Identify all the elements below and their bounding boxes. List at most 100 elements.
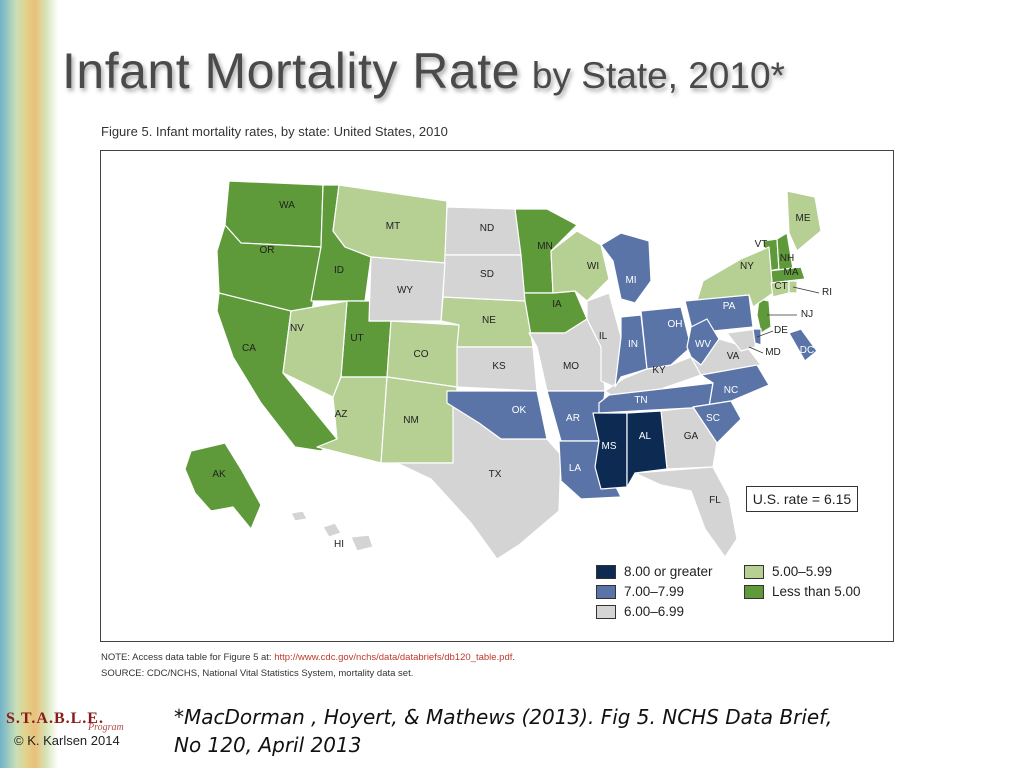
map-legend: 8.00 or greater 7.00–7.99 6.00–6.99 5.00…: [596, 564, 886, 626]
citation: *MacDorman , Hoyert, & Mathews (2013). F…: [174, 703, 974, 759]
legend-label: 8.00 or greater: [624, 564, 713, 579]
stable-logo: S.T.A.B.L.E. Program © K. Karlsen 2014: [6, 710, 136, 748]
legend-swatch: [596, 564, 616, 579]
state-label-co: CO: [414, 349, 429, 360]
legend-item-8plus: 8.00 or greater: [596, 564, 713, 579]
legend-item-7: 7.00–7.99: [596, 584, 684, 599]
legend-item-lt5: Less than 5.00: [744, 584, 861, 599]
state-ak: [184, 442, 262, 530]
state-label-la: LA: [569, 463, 582, 474]
logo-tag: Program: [88, 722, 124, 733]
legend-swatch: [744, 564, 764, 579]
state-label-mt: MT: [386, 221, 400, 232]
state-label-nm: NM: [403, 415, 419, 426]
state-wi: [550, 230, 610, 302]
state-label-mi: MI: [625, 275, 636, 286]
state-label-ma: MA: [784, 267, 799, 278]
legend-item-5: 5.00–5.99: [744, 564, 832, 579]
state-md: [726, 328, 758, 352]
state-al: [626, 410, 668, 488]
slide-title-main: Infant Mortality Rate: [62, 43, 520, 99]
state-wv: [686, 318, 720, 366]
figure-source: SOURCE: CDC/NCHS, National Vital Statist…: [101, 668, 414, 679]
legend-label: 7.00–7.99: [624, 584, 685, 599]
state-label-wy: WY: [397, 285, 413, 296]
state-nh: [776, 232, 794, 272]
state-wa: [224, 180, 324, 248]
state-label-va: VA: [727, 351, 740, 362]
note-suffix: .: [512, 652, 516, 663]
state-label-wa: WA: [279, 200, 295, 211]
state-label-tx: TX: [489, 469, 502, 480]
state-label-hi: HI: [334, 539, 344, 550]
legend-label: 6.00–6.99: [624, 604, 685, 619]
state-label-ar: AR: [566, 413, 580, 424]
state-label-mn: MN: [537, 241, 553, 252]
state-label-nv: NV: [290, 323, 304, 334]
state-dc: [788, 328, 818, 362]
state-wy: [368, 256, 446, 322]
logo-name: S.T.A.B.L.E.: [6, 710, 104, 727]
state-label-ia: IA: [552, 299, 562, 310]
state-label-ca: CA: [242, 343, 256, 354]
state-nj: [756, 298, 772, 334]
state-label-id: ID: [334, 265, 344, 276]
slide-title: Infant Mortality Rate by State, 2010*: [62, 42, 962, 112]
state-fl: [634, 466, 738, 558]
state-label-sd: SD: [480, 269, 494, 280]
state-label-wv: WV: [695, 339, 711, 350]
state-nm: [380, 376, 458, 464]
state-label-fl: FL: [709, 495, 721, 506]
legend-label: Less than 5.00: [772, 584, 861, 599]
state-label-ut: UT: [350, 333, 363, 344]
state-label-ky: KY: [652, 365, 666, 376]
state-label-oh: OH: [668, 319, 683, 330]
state-label-ny: NY: [740, 261, 754, 272]
leader-line: [756, 330, 774, 338]
citation-line-1: *MacDorman , Hoyert, & Mathews (2013). F…: [174, 705, 833, 729]
state-label-in: IN: [628, 339, 638, 350]
state-label-pa: PA: [723, 301, 736, 312]
us-map: WA OR CA ID UT MN IA VT NH MA NJ AK MT NV CO AZ NM NE WI NY…: [184, 180, 832, 560]
us-rate-box: U.S. rate = 6.15: [746, 486, 858, 512]
legend-swatch: [596, 584, 616, 599]
state-label-md: MD: [765, 347, 781, 358]
state-label-az: AZ: [335, 409, 348, 420]
map-frame: WA OR CA ID UT MN IA VT NH MA NJ AK MT NV CO AZ NM NE WI NY…: [100, 150, 894, 642]
leader-line: [792, 286, 820, 294]
state-label-ok: OK: [512, 405, 527, 416]
citation-line-2: No 120, April 2013: [174, 733, 362, 757]
note-link[interactable]: http://www.cdc.gov/nchs/data/databriefs/…: [274, 652, 513, 663]
state-oh: [640, 306, 692, 370]
state-mi: [600, 232, 652, 304]
state-label-nd: ND: [480, 223, 494, 234]
state-label-nh: NH: [780, 253, 794, 264]
decorative-side-band: [0, 0, 58, 768]
figure-note: NOTE: Access data table for Figure 5 at:…: [101, 652, 515, 663]
state-nv: [282, 300, 348, 398]
state-me: [786, 190, 822, 252]
state-label-tn: TN: [634, 395, 647, 406]
legend-swatch: [596, 604, 616, 619]
state-label-ak: AK: [212, 469, 226, 480]
state-label-ks: KS: [492, 361, 506, 372]
state-label-dc: DC: [800, 345, 814, 356]
legend-label: 5.00–5.99: [772, 564, 833, 579]
legend-item-6: 6.00–6.99: [596, 604, 684, 619]
note-prefix: NOTE: Access data table for Figure 5 at:: [101, 652, 275, 663]
state-sc: [692, 400, 742, 444]
leader-line: [748, 346, 764, 354]
state-label-ne: NE: [482, 315, 496, 326]
state-label-ct: CT: [774, 281, 787, 292]
state-label-de: DE: [774, 325, 788, 336]
slide-title-sub: by State, 2010*: [531, 55, 785, 96]
state-label-wi: WI: [587, 261, 599, 272]
state-label-or: OR: [260, 245, 275, 256]
state-label-ga: GA: [684, 431, 699, 442]
state-label-ms: MS: [602, 441, 617, 452]
state-label-sc: SC: [706, 413, 720, 424]
figure-caption: Figure 5. Infant mortality rates, by sta…: [101, 124, 448, 139]
legend-swatch: [744, 584, 764, 599]
state-il: [586, 292, 622, 388]
state-label-il: IL: [599, 331, 608, 342]
